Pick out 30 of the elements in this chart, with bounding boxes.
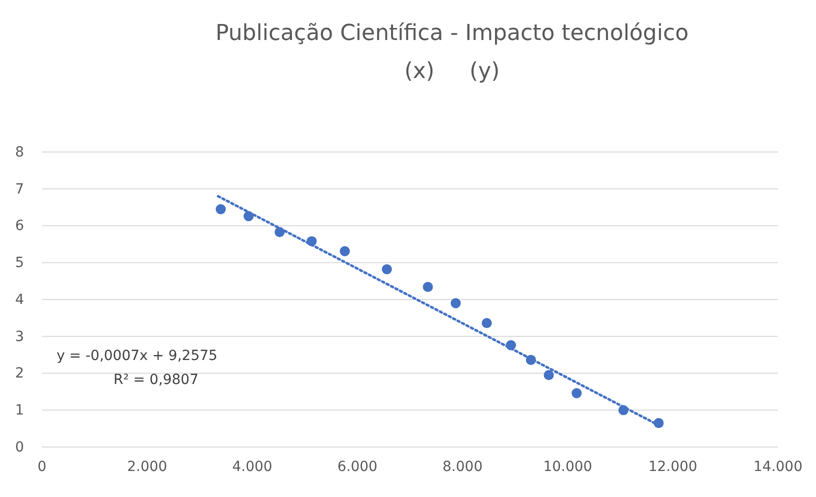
y-tick-label: 7 xyxy=(15,181,24,198)
x-tick-label: 8.000 xyxy=(442,458,483,475)
x-tick-label: 12.000 xyxy=(648,458,698,475)
point xyxy=(572,388,582,398)
y-tick-label: 1 xyxy=(15,402,24,419)
x-tick-label: 4.000 xyxy=(232,458,272,475)
x-tick-label: 2.000 xyxy=(127,458,168,475)
point xyxy=(544,370,554,380)
point xyxy=(340,246,350,256)
x-tick-label: 10.000 xyxy=(543,458,592,475)
point xyxy=(382,264,392,274)
x-tick-label: 6.000 xyxy=(337,458,378,475)
point xyxy=(482,318,492,328)
point xyxy=(422,282,433,292)
point xyxy=(216,204,226,214)
y-tick-label: 8 xyxy=(15,144,24,160)
y-tick-label: 2 xyxy=(15,366,24,382)
annotation: y = -0,0007x + 9,2575 xyxy=(56,348,218,364)
x-tick-label: 0 xyxy=(38,458,46,475)
x-tick-label: 14.000 xyxy=(754,458,802,475)
y-tick-label: 5 xyxy=(15,255,24,272)
y-tick-label: 3 xyxy=(15,328,24,345)
point xyxy=(450,298,461,308)
annotation: R² = 0,9807 xyxy=(114,372,198,388)
y-tick-label: 4 xyxy=(15,292,24,308)
point xyxy=(654,418,664,428)
chart-title: Publicação Científica - Impacto tecnológico xyxy=(215,21,689,46)
chart-subtitle: (x) (y) xyxy=(404,59,500,84)
y-tick-label: 0 xyxy=(15,439,24,456)
y-tick-label: 6 xyxy=(15,218,24,234)
